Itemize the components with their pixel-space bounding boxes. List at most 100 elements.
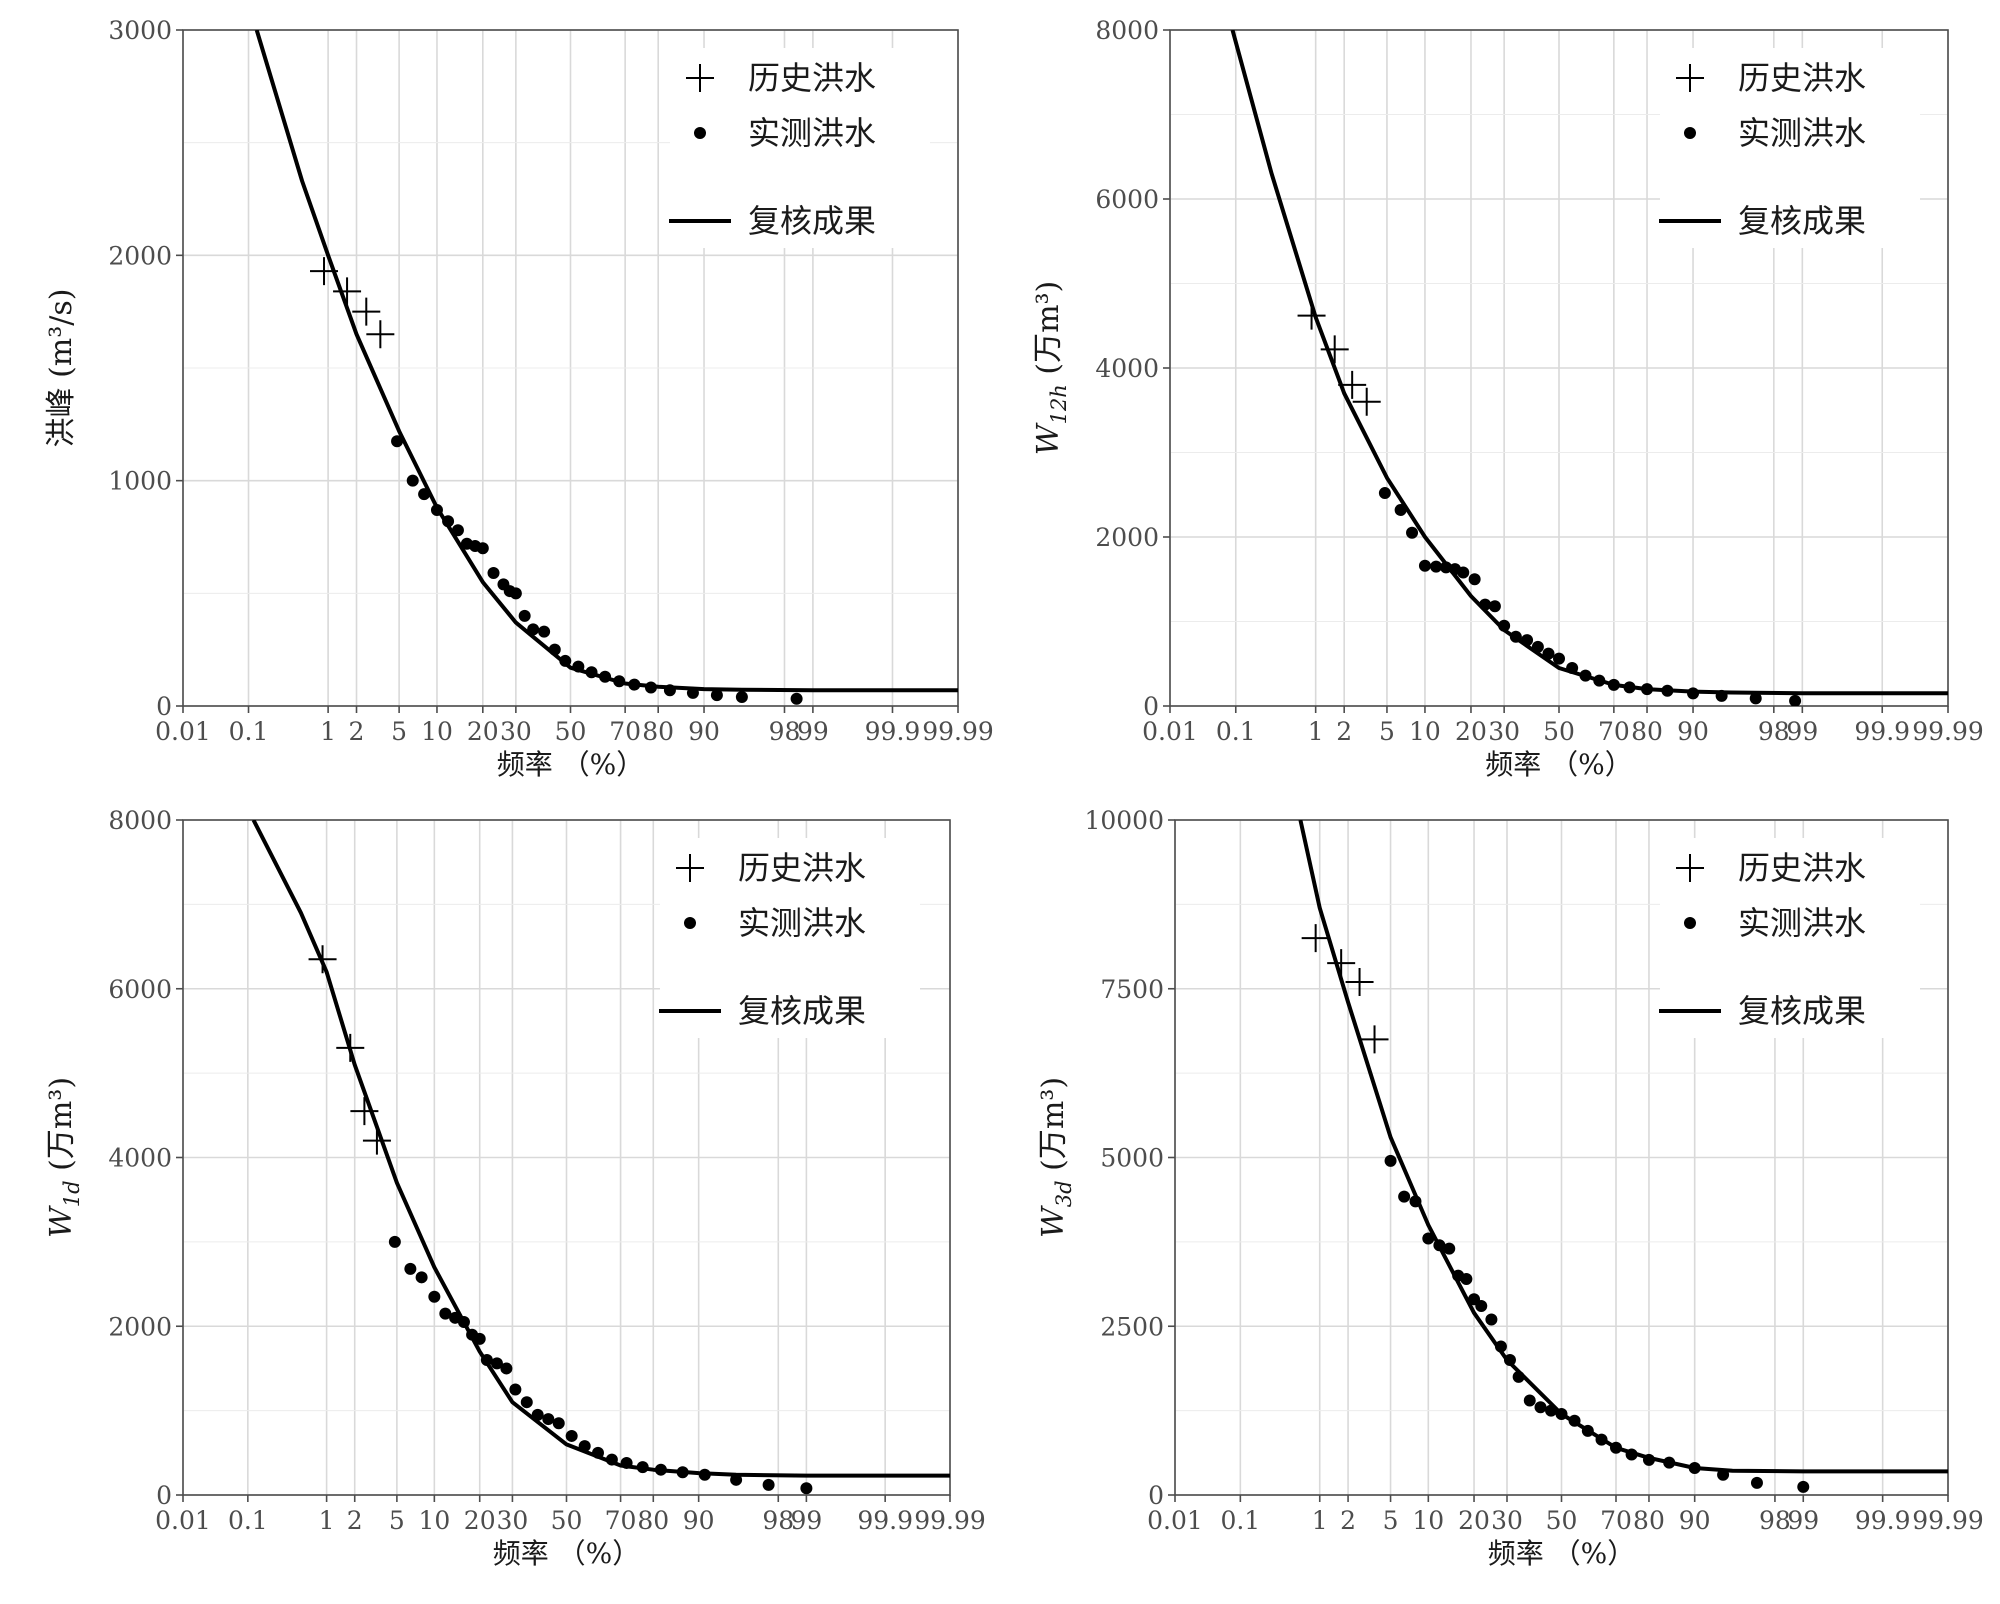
x-tick-label: 0.01: [1142, 717, 1198, 746]
measured-flood-point: [1623, 681, 1636, 694]
measured-flood-point: [1460, 1273, 1473, 1285]
measured-flood-point: [1717, 1468, 1730, 1481]
legend-background: [670, 48, 930, 248]
x-tick-label: 2: [1340, 1506, 1356, 1535]
y-tick-label: 2500: [1100, 1312, 1164, 1341]
x-tick-label: 20: [467, 717, 499, 746]
x-tick-label: 5: [391, 717, 407, 746]
x-tick-label: 10: [1412, 1506, 1444, 1535]
x-tick-label: 98: [1759, 1506, 1791, 1535]
legend-background: [660, 838, 920, 1038]
x-tick-label: 10: [1409, 717, 1441, 746]
x-tick-label: 30: [1488, 717, 1520, 746]
historical-flood-point: [352, 297, 381, 326]
measured-flood-point: [1545, 1404, 1558, 1417]
y-tick-label: 3000: [108, 16, 172, 45]
legend-historical-key: [686, 64, 714, 92]
x-tick-label: 99.99: [914, 1506, 986, 1535]
legend-historical-key: [1676, 854, 1704, 882]
measured-flood-point: [1494, 1340, 1507, 1353]
measured-flood-point: [1512, 1370, 1525, 1383]
measured-flood-point: [1406, 526, 1419, 539]
legend-measured-key: [1684, 127, 1696, 139]
legend-measured-label: 实测洪水: [1738, 114, 1866, 152]
x-tick-label: 0.01: [155, 717, 211, 746]
x-axis-title: 频率 （%）: [497, 748, 645, 781]
measured-flood-point: [1641, 683, 1654, 696]
measured-flood-point: [654, 1463, 667, 1476]
legend-measured-label: 实测洪水: [738, 904, 866, 942]
y-axis-title-unit: (万m³): [1031, 281, 1066, 384]
measured-flood-point: [800, 1482, 813, 1495]
x-tick-label: 99.9: [1854, 717, 1910, 746]
measured-flood-point: [1521, 634, 1534, 647]
measured-flood-point: [430, 503, 443, 516]
legend-fit-label: 复核成果: [1738, 992, 1866, 1030]
historical-flood-point: [1297, 301, 1326, 330]
historical-flood-point: [350, 1097, 379, 1126]
x-tick-label: 1: [1308, 717, 1324, 746]
measured-flood-point: [686, 686, 699, 699]
x-tick-label: 99: [790, 1506, 822, 1535]
legend-measured-key: [1684, 917, 1696, 929]
y-tick-label: 4000: [108, 1144, 172, 1173]
historical-flood-point: [1360, 1025, 1389, 1054]
plot-area: [254, 30, 958, 705]
x-tick-label: 80: [642, 717, 674, 746]
measured-flood-point: [1553, 652, 1565, 665]
x-tick-label: 50: [1543, 717, 1575, 746]
measured-flood-point: [1398, 1190, 1411, 1203]
measured-flood-point: [572, 660, 585, 673]
x-tick-label: 30: [497, 1506, 529, 1535]
x-axis-title: 频率 （%）: [493, 1537, 641, 1570]
legend-fit-label: 复核成果: [1738, 202, 1866, 240]
historical-flood-point: [333, 277, 362, 306]
y-tick-label: 7500: [1100, 975, 1164, 1004]
x-tick-label: 0.1: [229, 717, 269, 746]
y-tick-label: 8000: [108, 806, 172, 835]
measured-flood-point: [509, 1383, 522, 1396]
plot-area: [1230, 30, 1948, 706]
legend-historical-label: 历史洪水: [1738, 849, 1866, 887]
y-axis-title-subscript: 1d: [60, 1180, 84, 1207]
x-tick-label: 99.99: [1912, 1506, 1984, 1535]
x-tick-label: 99.9: [1855, 1506, 1911, 1535]
historical-flood-point: [336, 1033, 365, 1062]
measured-flood-point: [1498, 619, 1511, 632]
x-tick-label: 80: [1631, 717, 1663, 746]
x-tick-label: 99.9: [857, 1506, 913, 1535]
measured-flood-point: [1457, 566, 1470, 579]
measured-flood-point: [1568, 1414, 1581, 1427]
x-tick-label: 5: [1383, 1506, 1399, 1535]
measured-flood-point: [1663, 1456, 1676, 1469]
x-tick-label: 70: [605, 1506, 637, 1535]
x-tick-label: 90: [688, 717, 720, 746]
measured-flood-point: [1607, 678, 1620, 691]
x-tick-label: 90: [683, 1506, 715, 1535]
legend-measured-key: [684, 917, 696, 929]
measured-flood-point: [1409, 1195, 1422, 1208]
x-tick-label: 70: [1598, 717, 1630, 746]
historical-flood-point: [308, 945, 337, 974]
measured-flood-point: [1555, 1408, 1568, 1420]
x-tick-label: 20: [1458, 1506, 1490, 1535]
x-tick-label: 20: [464, 1506, 496, 1535]
measured-flood-point: [1479, 598, 1492, 611]
measured-flood-point: [1661, 684, 1674, 697]
measured-flood-point: [676, 1466, 689, 1479]
measured-flood-point: [663, 684, 676, 697]
measured-flood-point: [473, 1332, 486, 1345]
measured-flood-point: [527, 623, 540, 636]
x-tick-label: 90: [1677, 717, 1709, 746]
y-tick-label: 6000: [1095, 185, 1159, 214]
y-tick-label: 6000: [108, 975, 172, 1004]
y-axis-title: W1d (万m³): [44, 1077, 84, 1238]
measured-flood-point: [500, 1362, 513, 1375]
measured-flood-point: [613, 675, 626, 688]
measured-flood-point: [439, 1307, 452, 1320]
